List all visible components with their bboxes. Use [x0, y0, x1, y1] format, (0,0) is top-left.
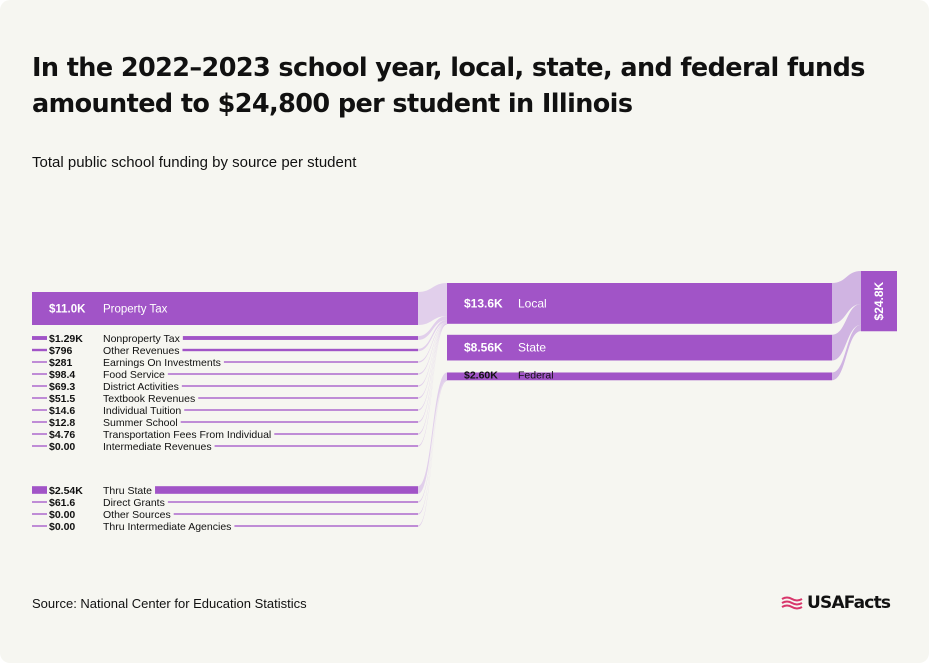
source-value-thru-intermediate-agencies: $0.00	[49, 521, 75, 533]
link-other-sources-to-federal	[418, 380, 447, 515]
source-value-intermediate-revenues: $0.00	[49, 441, 75, 453]
source-stub-district-activities	[32, 385, 47, 387]
category-name-local: Local	[518, 296, 547, 310]
source-value-property-tax: $11.0K	[49, 304, 86, 316]
category-bar-state	[447, 334, 832, 361]
source-stub-nonproperty-tax	[32, 336, 47, 340]
link-nonproperty-tax-to-local	[418, 316, 447, 340]
source-bar-thru-state	[155, 486, 418, 494]
link-intermediate-revenues-to-local	[418, 323, 447, 447]
source-bar-other-sources	[173, 513, 418, 515]
chart-subtitle: Total public school funding by source pe…	[32, 154, 357, 171]
link-earnings-on-investments-to-local	[418, 322, 447, 363]
source-name-individual-tuition: Individual Tuition	[103, 405, 181, 417]
source-stub-thru-intermediate-agencies	[32, 525, 47, 527]
source-name-other-sources: Other Sources	[103, 509, 171, 521]
source-value-thru-state: $2.54K	[49, 485, 83, 497]
source-name-earnings-on-investments: Earnings On Investments	[103, 357, 221, 369]
source-value-other-sources: $0.00	[49, 509, 75, 521]
source-value-earnings-on-investments: $281	[49, 357, 73, 369]
source-stub-other-revenues	[32, 348, 47, 352]
source-value-summer-school: $12.8	[49, 417, 75, 429]
source-name-thru-state: Thru State	[103, 485, 152, 497]
category-value-state: $8.56K	[464, 341, 503, 355]
source-bar-individual-tuition	[184, 409, 418, 411]
source-value-direct-grants: $61.6	[49, 497, 75, 509]
source-stub-thru-state	[32, 486, 47, 494]
source-note: Source: National Center for Education St…	[32, 596, 307, 611]
source-name-food-service: Food Service	[103, 369, 165, 381]
link-transportation-fees-from-individual-to-local	[418, 323, 447, 435]
link-property-tax-to-local	[418, 283, 447, 325]
total-bar	[861, 271, 897, 332]
link-federal-to-total	[832, 324, 861, 381]
logo-text: USAFacts	[807, 593, 891, 613]
source-stub-direct-grants	[32, 501, 47, 503]
source-name-direct-grants: Direct Grants	[103, 497, 165, 509]
link-individual-tuition-to-local	[418, 323, 447, 411]
usafacts-logo: USAFacts	[780, 593, 891, 613]
source-value-district-activities: $69.3	[49, 381, 75, 393]
source-stub-food-service	[32, 373, 47, 375]
link-state-to-total	[832, 304, 861, 361]
source-name-intermediate-revenues: Intermediate Revenues	[103, 441, 212, 453]
source-value-transportation-fees-from-individual: $4.76	[49, 429, 75, 441]
source-value-individual-tuition: $14.6	[49, 405, 75, 417]
source-bar-food-service	[167, 373, 418, 375]
source-name-transportation-fees-from-individual: Transportation Fees From Individual	[103, 429, 271, 441]
category-value-federal: $2.60K	[464, 369, 498, 381]
link-local-to-total	[832, 271, 861, 324]
source-bar-nonproperty-tax	[182, 336, 418, 340]
source-stub-intermediate-revenues	[32, 445, 47, 447]
source-name-other-revenues: Other Revenues	[103, 345, 179, 357]
link-direct-grants-to-federal	[418, 380, 447, 503]
category-name-federal: Federal	[518, 369, 554, 381]
source-bar-summer-school	[180, 421, 418, 423]
source-value-nonproperty-tax: $1.29K	[49, 333, 83, 345]
source-name-summer-school: Summer School	[103, 417, 178, 429]
link-thru-intermediate-agencies-to-federal	[418, 380, 447, 527]
link-other-revenues-to-local	[418, 319, 447, 352]
source-name-district-activities: District Activities	[103, 381, 179, 393]
source-bar-earnings-on-investments	[223, 361, 418, 363]
source-stub-individual-tuition	[32, 409, 47, 411]
category-bar-local	[447, 283, 832, 324]
link-thru-state-to-federal	[418, 372, 447, 494]
source-bar-property-tax	[32, 292, 418, 325]
link-district-activities-to-local	[418, 323, 447, 387]
source-bar-thru-intermediate-agencies	[234, 525, 418, 527]
source-name-nonproperty-tax: Nonproperty Tax	[103, 333, 181, 345]
category-name-state: State	[518, 341, 546, 355]
source-bar-other-revenues	[182, 348, 418, 352]
total-value-label: $24.8K	[872, 281, 886, 320]
source-bar-textbook-revenues	[198, 397, 418, 399]
source-stub-textbook-revenues	[32, 397, 47, 399]
source-value-other-revenues: $796	[49, 345, 73, 357]
category-bar-federal	[447, 372, 832, 381]
chart-title: In the 2022–2023 school year, local, sta…	[32, 53, 865, 119]
source-stub-summer-school	[32, 421, 47, 423]
source-stub-other-sources	[32, 513, 47, 515]
source-stub-earnings-on-investments	[32, 361, 47, 363]
source-bar-intermediate-revenues	[214, 445, 418, 447]
link-textbook-revenues-to-local	[418, 323, 447, 399]
source-bar-district-activities	[181, 385, 418, 387]
source-bar-direct-grants	[167, 501, 418, 503]
source-stub-transportation-fees-from-individual	[32, 433, 47, 435]
source-name-textbook-revenues: Textbook Revenues	[103, 393, 195, 405]
usafacts-flag-icon	[781, 596, 803, 610]
source-name-property-tax: Property Tax	[103, 304, 168, 316]
source-bar-transportation-fees-from-individual	[274, 433, 418, 435]
source-value-food-service: $98.4	[49, 369, 75, 381]
link-summer-school-to-local	[418, 323, 447, 423]
link-food-service-to-local	[418, 323, 447, 375]
source-value-textbook-revenues: $51.5	[49, 393, 75, 405]
category-value-local: $13.6K	[464, 296, 503, 310]
source-name-thru-intermediate-agencies: Thru Intermediate Agencies	[103, 521, 231, 533]
